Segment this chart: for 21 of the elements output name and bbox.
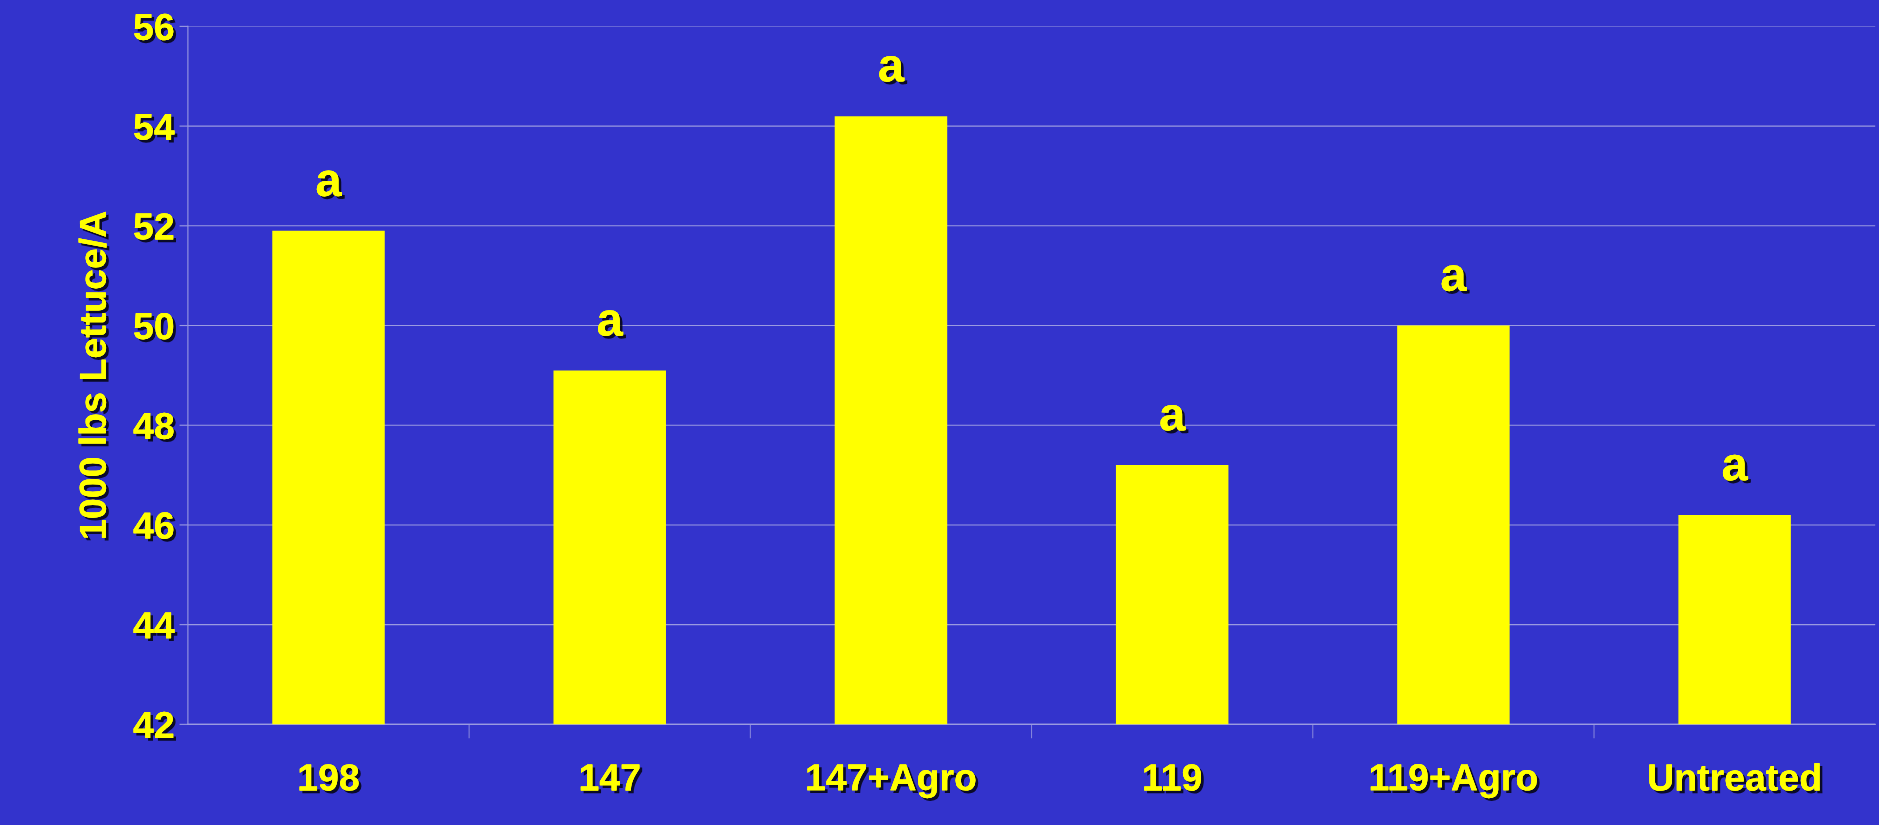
x-tick-label: 147+Agro	[807, 764, 979, 801]
x-tick-label: 119+Agro	[1370, 764, 1540, 801]
x-tick-label: 119	[1144, 764, 1204, 794]
y-tick-label: 54	[134, 113, 178, 143]
x-tick-label: Untreated	[1649, 763, 1823, 794]
annotation: a	[1441, 265, 1470, 294]
y-tick-label: 56	[134, 13, 177, 44]
y-tick-label: 44	[133, 612, 178, 642]
y-tick-label: 50	[134, 312, 176, 343]
y-axis-title: 1000 lbs Lettuce/A	[78, 211, 110, 541]
annotation: a	[597, 310, 626, 339]
y-tick-label: 42	[133, 711, 176, 741]
x-tick-label: 198	[299, 764, 362, 794]
annotation: a	[316, 170, 345, 200]
y-tick-label: 48	[133, 412, 177, 442]
annotation: a	[879, 55, 908, 85]
x-tick-label: 147	[580, 764, 643, 794]
annotation: a	[1160, 404, 1189, 434]
y-tick-label: 52	[134, 213, 176, 243]
annotation: a	[1722, 454, 1751, 484]
y-tick-label: 46	[133, 512, 177, 542]
